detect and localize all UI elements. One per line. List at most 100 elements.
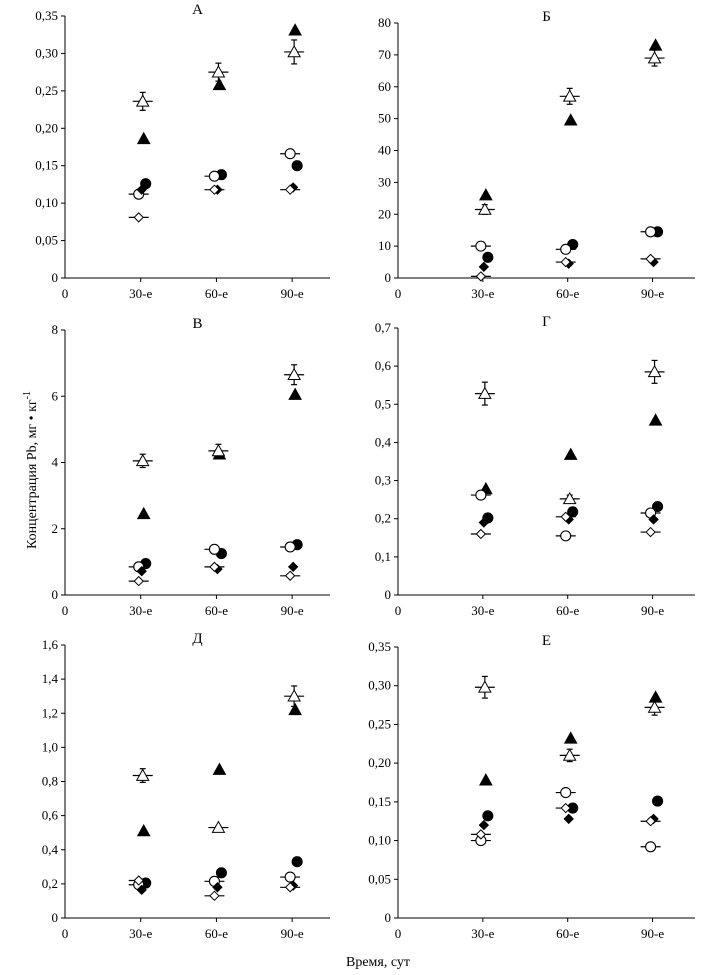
x-tick-label: 60-е — [205, 286, 228, 301]
data-point-open-diamond — [640, 526, 661, 538]
data-point-filled-circle — [291, 856, 303, 868]
data-point-filled-triangle — [212, 762, 227, 775]
data-point-open-diamond — [555, 256, 576, 268]
y-tick-label: 4 — [52, 455, 59, 470]
data-point-open-triangle — [559, 87, 580, 105]
y-tick-label: 50 — [378, 111, 391, 126]
triangle-marker — [478, 386, 492, 399]
circle-marker — [208, 170, 220, 182]
y-tick-label: 0 — [385, 270, 392, 285]
data-point-open-triangle — [132, 453, 153, 469]
panel-letter: Е — [542, 633, 551, 649]
x-tick-label: 60-е — [556, 603, 579, 618]
circle-marker — [475, 240, 487, 252]
diamond-marker — [284, 570, 296, 581]
diamond-marker — [475, 271, 487, 282]
data-point-open-diamond — [204, 890, 225, 902]
data-point-filled-diamond — [212, 882, 223, 893]
data-point-open-triangle — [208, 62, 229, 82]
data-point-open-diamond — [128, 875, 149, 886]
diamond-marker — [284, 882, 296, 893]
diamond-marker — [478, 517, 490, 528]
y-tick-label: 70 — [378, 47, 391, 62]
data-point-filled-triangle — [288, 23, 302, 36]
chart-panel-1: 0 0,05 0,10 0,15 0,20 0,25 0,30 0,35 0 30-е 60-е 90… — [35, 2, 330, 301]
y-tick-label: 0,6 — [42, 808, 59, 823]
y-tick-label: 1,0 — [42, 739, 58, 754]
data-point-filled-triangle — [648, 413, 663, 426]
y-tick-label: 0,3 — [375, 473, 391, 488]
triangle-marker — [562, 491, 577, 505]
data-point-filled-diamond — [287, 561, 299, 573]
data-point-open-diamond — [280, 570, 301, 581]
y-tick-label: 0,25 — [35, 83, 58, 98]
triangle-marker — [648, 413, 663, 426]
diamond-marker — [133, 875, 144, 886]
y-tick-label: 0 — [385, 910, 392, 925]
y-tick-label: 0 — [385, 587, 392, 602]
circle-marker — [560, 787, 572, 799]
x-tick-label: 30-е — [471, 926, 494, 941]
y-tick-label: 0 — [52, 587, 59, 602]
triangle-marker — [563, 731, 578, 744]
data-point-open-diamond — [470, 271, 491, 282]
x-tick-label: 30-е — [471, 603, 494, 618]
y-tick-label: 1,4 — [42, 671, 59, 686]
data-point-filled-circle — [482, 251, 494, 263]
data-point-filled-triangle — [563, 731, 578, 744]
data-point-open-circle — [640, 841, 661, 853]
circle-marker — [291, 160, 303, 172]
diamond-marker — [136, 184, 147, 195]
y-tick-label: 0,05 — [35, 233, 58, 248]
x-tick-label: 60-е — [205, 926, 228, 941]
panel-letter: Г — [542, 314, 551, 330]
x-tick-label: 90-е — [641, 286, 664, 301]
triangle-marker — [212, 762, 227, 775]
y-tick-label: 0,1 — [375, 549, 391, 564]
diamond-marker — [645, 816, 656, 827]
data-point-filled-triangle — [212, 77, 227, 91]
x-tick-label: 0 — [62, 603, 69, 618]
x-tick-label: 30-е — [129, 603, 152, 618]
data-point-filled-diamond — [136, 884, 147, 896]
data-point-open-diamond — [280, 184, 301, 195]
data-point-open-circle — [470, 240, 491, 252]
diamond-marker — [209, 890, 220, 902]
diamond-marker — [133, 575, 144, 587]
chart-panel-3: 0 2 4 6 8 0 30-е 60-е 90-е В — [52, 316, 330, 618]
circle-marker — [652, 500, 664, 513]
x-tick-label: 90-е — [641, 603, 664, 618]
data-point-filled-diamond — [478, 517, 490, 528]
x-tick-label: 0 — [395, 286, 402, 301]
y-tick-label: 0,20 — [368, 755, 391, 770]
y-tick-label: 0,20 — [35, 120, 58, 135]
x-tick-label: 0 — [395, 603, 402, 618]
data-point-open-diamond — [280, 882, 301, 893]
diamond-marker — [212, 882, 223, 893]
y-tick-label: 0,30 — [368, 678, 391, 693]
data-point-filled-triangle — [648, 690, 663, 703]
y-tick-label: 0,35 — [368, 639, 391, 654]
diamond-marker — [560, 802, 571, 814]
diamond-marker — [475, 528, 487, 540]
diamond-marker — [560, 511, 571, 523]
circle-marker — [284, 871, 296, 883]
circle-marker — [208, 543, 220, 555]
data-point-filled-circle — [482, 810, 494, 822]
data-point-open-diamond — [204, 184, 225, 195]
chart-panel-4: 0 0,1 0,2 0,3 0,4 0,5 0,6 0,7 0 30-е 60-е 90-е Г — [375, 314, 695, 618]
y-tick-label: 0,25 — [368, 716, 391, 731]
y-tick-label: 1,6 — [42, 637, 59, 652]
data-point-open-circle — [555, 530, 576, 542]
data-point-open-triangle — [284, 685, 305, 708]
diamond-marker — [284, 184, 296, 195]
circle-marker — [215, 867, 227, 879]
diamond-marker — [475, 829, 487, 840]
diamond-marker — [645, 526, 656, 538]
x-tick-label: 0 — [62, 926, 69, 941]
y-tick-label: 0,10 — [368, 833, 391, 848]
data-point-filled-triangle — [136, 131, 151, 145]
circle-marker — [284, 541, 296, 553]
data-point-open-circle — [470, 489, 491, 501]
triangle-marker — [211, 65, 226, 78]
